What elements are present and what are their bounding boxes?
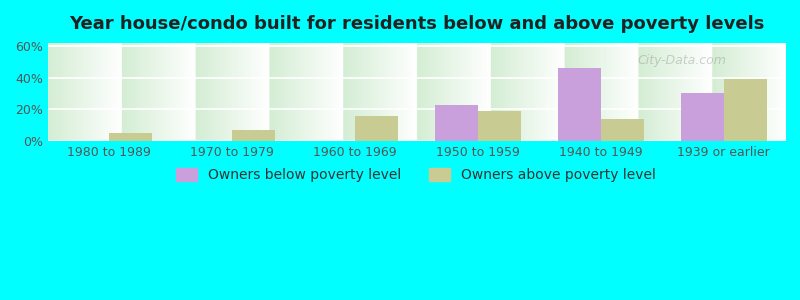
Text: City-Data.com: City-Data.com [638, 54, 726, 67]
Title: Year house/condo built for residents below and above poverty levels: Year house/condo built for residents bel… [69, 15, 764, 33]
Bar [558, 68, 601, 141]
Legend: Owners below poverty level, Owners above poverty level: Owners below poverty level, Owners above… [171, 163, 662, 188]
Bar [355, 116, 398, 141]
Bar [681, 94, 723, 141]
Bar [109, 133, 152, 141]
Bar [232, 130, 275, 141]
Bar [601, 119, 644, 141]
Bar [478, 111, 521, 141]
Bar [723, 79, 766, 141]
Bar [434, 104, 478, 141]
